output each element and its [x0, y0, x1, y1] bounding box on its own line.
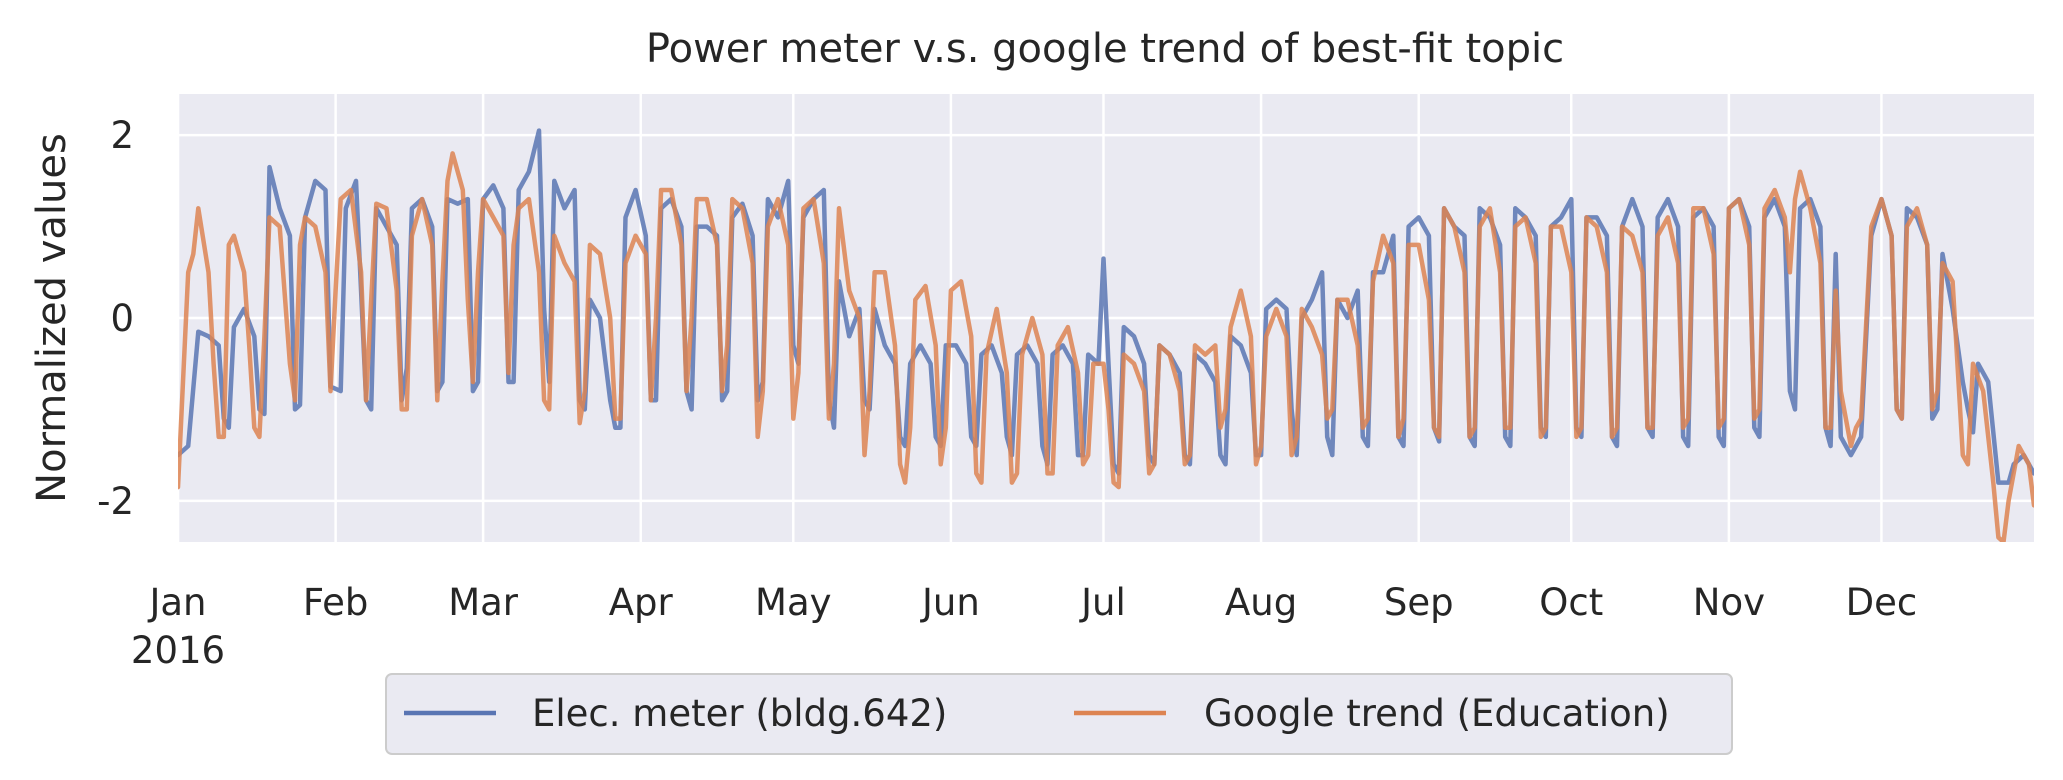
x-tick-label: Mar: [448, 581, 519, 624]
x-tick-label: Nov: [1693, 581, 1765, 624]
x-tick-label: Aug: [1225, 581, 1297, 624]
y-tick-labels: 2 0 -2: [97, 114, 134, 523]
x-tick-labels: Jan 2016 Feb Mar Apr May Jun Jul Aug Sep Oct Nov Dec: [131, 581, 1917, 672]
x-tick-label: Jan: [147, 581, 206, 624]
chart-title: Power meter v.s. google trend of best-fi…: [646, 26, 1564, 72]
x-tick-label: Apr: [609, 581, 674, 624]
series-line-0: [178, 128, 2034, 485]
legend-label-google-trend: Google trend (Education): [1204, 692, 1670, 735]
legend-label-elec-meter: Elec. meter (bldg.642): [532, 692, 947, 735]
x-tick-label: Jul: [1079, 581, 1126, 624]
x-tick-label: Dec: [1846, 581, 1918, 624]
x-tick-label: Oct: [1539, 581, 1603, 624]
x-tick-label: May: [755, 581, 832, 624]
series-line-1: [178, 151, 2034, 542]
x-tick-label: Jun: [920, 581, 980, 624]
x-tick-label: Feb: [303, 581, 369, 624]
x-tick-sublabel: 2016: [131, 629, 225, 672]
x-tick-label: Sep: [1384, 581, 1454, 624]
legend: Elec. meter (bldg.642) Google trend (Edu…: [385, 673, 1733, 755]
y-tick-label: 2: [110, 114, 134, 157]
y-tick-label: 0: [110, 297, 134, 340]
y-tick-label: -2: [97, 480, 134, 523]
y-axis-label: Normalized values: [29, 133, 75, 503]
series-lines: [178, 128, 2034, 542]
legend-frame: [385, 673, 1733, 755]
